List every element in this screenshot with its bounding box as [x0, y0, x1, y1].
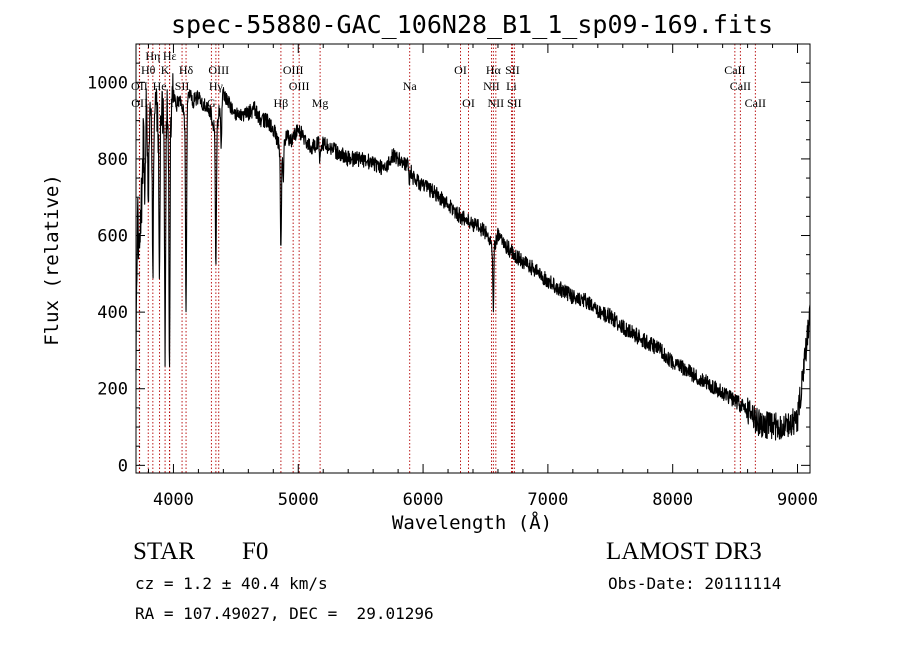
spectral-line-label: G [207, 96, 216, 110]
spectrum-chart: spec-55880-GAC_106N28_B1_1_sp09-169.fits… [41, 10, 818, 534]
spectral-line-label: OIII [208, 63, 229, 77]
spectral-line-label: CaII [730, 79, 751, 93]
spectral-line-label: Hγ [209, 79, 224, 93]
y-axis-label: Flux (relative) [41, 174, 63, 346]
spectral-line-label: NII [483, 79, 500, 93]
spectral-line-label: OIII [289, 79, 310, 93]
spectral-line-label: OI [462, 96, 475, 110]
spectral-line-label: SII [505, 63, 520, 77]
x-tick-label: 7000 [527, 490, 568, 510]
spectral-line-label: Hβ [274, 96, 289, 110]
y-tick-label: 200 [97, 380, 128, 400]
spectrum-line [135, 73, 811, 441]
redshift-cz: cz = 1.2 ± 40.4 km/s [135, 574, 328, 593]
spectral-line-label: H [165, 96, 174, 110]
y-tick-label: 0 [118, 456, 128, 476]
spectral-line-label: Mg [312, 96, 329, 110]
sky-coordinates: RA = 107.49027, DEC = 29.01296 [135, 604, 434, 623]
spectral-line-label: OII [131, 79, 148, 93]
spectral-line-label: SII [507, 96, 522, 110]
y-axis: 0 200 400 600 800 1000 [87, 62, 810, 476]
spectral-line-label: Hθ [141, 63, 156, 77]
x-tick-label: 9000 [777, 490, 818, 510]
spectral-line-label: NII [488, 96, 505, 110]
y-tick-label: 800 [97, 150, 128, 170]
x-axis-label: Wavelength (Å) [392, 511, 552, 534]
x-tick-label: 6000 [403, 490, 444, 510]
chart-title: spec-55880-GAC_106N28_B1_1_sp09-169.fits [171, 10, 773, 39]
spectral-line-label: Hε [163, 49, 177, 63]
spectral-line-label: Hη [145, 49, 160, 63]
spectral-line-label: OI [454, 63, 467, 77]
x-tick-label: 8000 [652, 490, 693, 510]
y-tick-label: 400 [97, 303, 128, 323]
y-tick-label: 1000 [87, 73, 128, 93]
spectral-line-label: He [153, 79, 167, 93]
spectral-line-label: Hα [486, 63, 502, 77]
spectral-line-label: SII [175, 79, 190, 93]
survey-label: LAMOST DR3 [606, 538, 762, 565]
spectral-line-label: CaII [745, 96, 766, 110]
y-tick-label: 600 [97, 227, 128, 247]
x-tick-label: 4000 [153, 490, 194, 510]
x-axis: 4000 5000 6000 7000 8000 9000 [147, 44, 818, 510]
object-class: STAR [133, 538, 195, 565]
spectral-line-label: OIII [283, 63, 304, 77]
spectral-line-label: CaII [724, 63, 745, 77]
spectral-subclass: F0 [242, 538, 269, 565]
spectral-line-label: Hδ [179, 63, 194, 77]
spectral-line-label: Li [506, 79, 517, 93]
spectral-line-label: Na [403, 79, 418, 93]
observation-date: Obs-Date: 20111114 [608, 574, 782, 593]
spectral-line-label: OII [131, 96, 148, 110]
spectral-line-label: K [161, 63, 170, 77]
x-tick-label: 5000 [278, 490, 319, 510]
